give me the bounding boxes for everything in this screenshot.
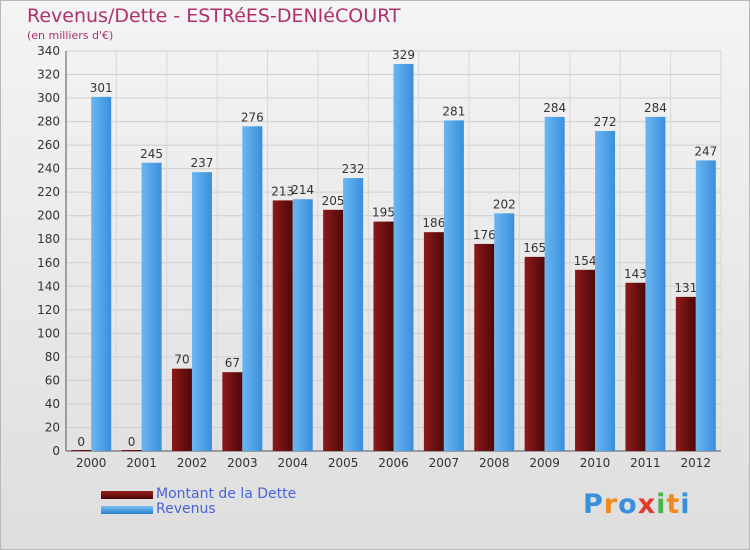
y-tick-label: 200 (37, 209, 60, 223)
y-tick-label: 340 (37, 44, 60, 58)
x-tick-label: 2012 (681, 456, 712, 470)
bar-revenus (141, 162, 162, 451)
y-tick-label: 120 (37, 303, 60, 317)
logo-letter: r (603, 489, 619, 520)
bar-chart: 0 20 40 60 80 100 120 140 160 180 200 220 240 260 280 3… (37, 44, 722, 470)
x-tick-label: 2007 (429, 456, 460, 470)
data-label-dette: 154 (574, 254, 597, 268)
bar-dette (373, 221, 394, 451)
y-tick-label: 0 (52, 444, 60, 458)
bar-revenus (393, 63, 414, 452)
bar-revenus (191, 172, 212, 452)
bar-revenus (343, 178, 364, 451)
y-tick-label: 180 (37, 232, 60, 246)
data-label-dette: 143 (624, 267, 647, 281)
y-tick-label: 220 (37, 185, 60, 199)
y-tick-label: 140 (37, 279, 60, 293)
logo-letter: x (637, 489, 657, 520)
bar-dette (625, 282, 646, 451)
data-label-dette: 213 (271, 184, 294, 198)
data-label-revenus: 281 (442, 104, 465, 118)
x-tick-label: 2002 (177, 456, 208, 470)
bar-revenus (595, 131, 616, 451)
logo-letter: o (618, 489, 638, 520)
x-tick-label: 2004 (277, 456, 308, 470)
logo-letter: t (666, 489, 681, 520)
x-tick-label: 2005 (328, 456, 359, 470)
bar-dette (474, 243, 495, 451)
data-label-revenus: 247 (694, 144, 717, 158)
x-tick-label: 2003 (227, 456, 258, 470)
data-label-dette: 205 (322, 194, 345, 208)
y-tick-label: 100 (37, 326, 60, 340)
data-label-revenus: 329 (392, 48, 415, 62)
x-tick-label: 2008 (479, 456, 510, 470)
bar-revenus (91, 96, 112, 451)
data-label-dette: 67 (225, 356, 240, 370)
bar-revenus (645, 116, 666, 451)
chart-title: Revenus/Dette - ESTRéES-DENIéCOURT (27, 5, 401, 27)
x-tick-label: 2011 (630, 456, 661, 470)
y-tick-label: 320 (37, 68, 60, 82)
bar-revenus (695, 160, 716, 452)
bar-dette (524, 256, 545, 451)
bar-revenus (292, 199, 313, 451)
legend-label-dette: Montant de la Dette (156, 486, 297, 502)
bar-dette (675, 296, 696, 451)
bar-dette (121, 450, 142, 451)
data-label-dette: 131 (674, 281, 697, 295)
data-label-dette: 195 (372, 206, 395, 220)
data-label-dette: 176 (473, 228, 496, 242)
y-tick-label: 20 (45, 420, 60, 434)
logo-letter: P (583, 489, 604, 520)
legend-swatch-revenus (101, 506, 153, 514)
chart-subtitle: (en milliers d'€) (27, 29, 114, 42)
bar-dette (222, 372, 243, 451)
data-label-revenus: 284 (644, 101, 667, 115)
logo-letter: i (680, 489, 691, 520)
data-label-dette: 165 (523, 241, 546, 255)
y-tick-label: 40 (45, 397, 60, 411)
y-tick-label: 300 (37, 91, 60, 105)
data-label-revenus: 301 (90, 81, 113, 95)
x-tick-label: 2009 (529, 456, 560, 470)
y-tick-label: 80 (45, 350, 60, 364)
y-tick-label: 60 (45, 373, 60, 387)
proxiti-logo: Proxiti (583, 489, 691, 520)
bar-dette (575, 269, 596, 451)
data-label-revenus: 272 (594, 115, 617, 129)
data-label-revenus: 237 (191, 156, 214, 170)
y-tick-label: 260 (37, 138, 60, 152)
bar-revenus (494, 213, 515, 451)
y-tick-label: 280 (37, 115, 60, 129)
data-label-revenus: 214 (291, 183, 314, 197)
data-label-revenus: 245 (140, 147, 163, 161)
data-label-revenus: 232 (342, 162, 365, 176)
data-label-dette: 0 (77, 435, 85, 449)
bar-revenus (544, 116, 565, 451)
x-tick-label: 2001 (126, 456, 157, 470)
data-label-dette: 186 (422, 216, 445, 230)
bar-revenus (242, 126, 263, 451)
bar-dette (423, 232, 444, 451)
bar-dette (71, 450, 92, 451)
y-tick-label: 240 (37, 162, 60, 176)
data-label-revenus: 202 (493, 197, 516, 211)
data-label-revenus: 284 (543, 101, 566, 115)
bar-dette (171, 368, 192, 451)
bar-dette (323, 209, 344, 451)
x-tick-label: 2000 (76, 456, 107, 470)
legend-swatch-dette (101, 491, 153, 499)
x-tick-label: 2010 (580, 456, 611, 470)
y-tick-label: 160 (37, 256, 60, 270)
data-label-dette: 0 (128, 435, 136, 449)
bar-dette (272, 200, 293, 451)
logo-letter: i (656, 489, 667, 520)
bar-revenus (443, 120, 464, 451)
data-label-dette: 70 (174, 353, 189, 367)
x-tick-label: 2006 (378, 456, 409, 470)
data-label-revenus: 276 (241, 110, 264, 124)
legend-label-revenus: Revenus (156, 501, 216, 517)
